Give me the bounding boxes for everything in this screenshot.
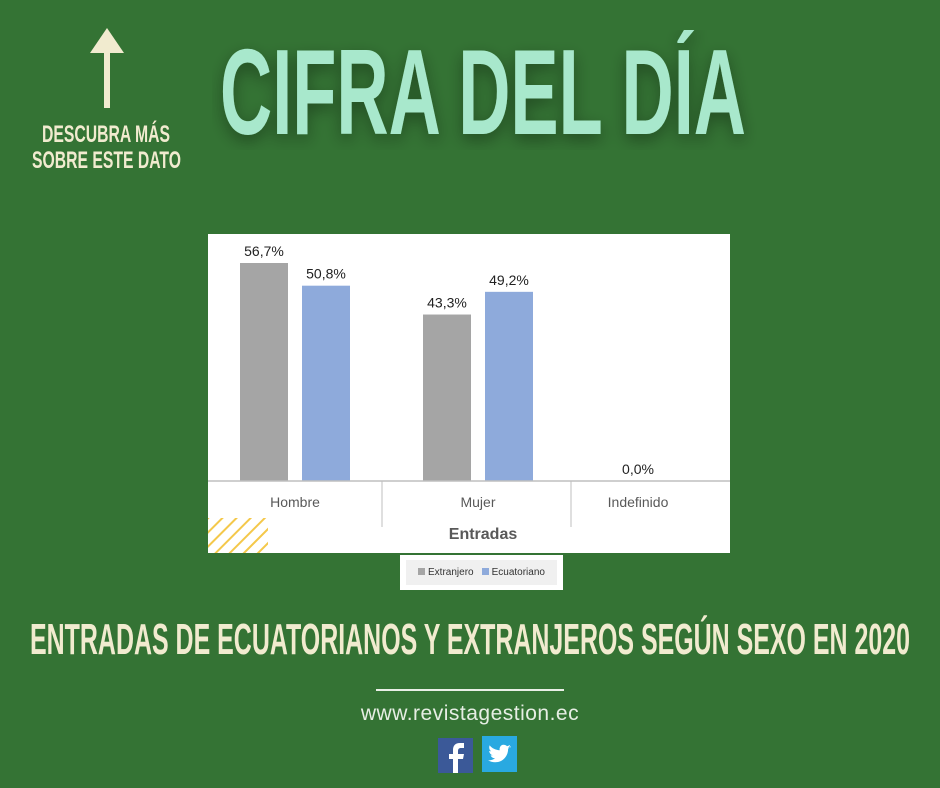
hatch-decoration xyxy=(208,518,268,553)
data-label: 0,0% xyxy=(622,461,654,477)
data-label: 56,7% xyxy=(244,243,284,259)
data-label: 49,2% xyxy=(489,272,529,288)
data-label: 43,3% xyxy=(427,295,467,311)
bar-extranjero-hombre xyxy=(240,263,288,481)
cta-text[interactable]: DESCUBRA MÁS SOBRE ESTE DATO xyxy=(28,118,188,176)
data-label: 50,8% xyxy=(306,266,346,282)
legend-item-ecuatoriano: Ecuatoriano xyxy=(481,567,545,578)
chart-subtitle: ENTRADAS DE ECUATORIANOS Y EXTRANJEROS S… xyxy=(30,614,910,662)
chart-subtitle-wrap: ENTRADAS DE ECUATORIANOS Y EXTRANJEROS S… xyxy=(30,614,910,662)
x-axis-title: Entradas xyxy=(449,526,518,543)
chart-legend: Extranjero Ecuatoriano xyxy=(400,555,563,590)
arrow-up-icon xyxy=(90,28,124,108)
twitter-icon[interactable] xyxy=(482,736,517,772)
cta-line-1[interactable]: DESCUBRA MÁS xyxy=(42,120,170,148)
divider xyxy=(376,689,564,691)
category-label: Mujer xyxy=(460,494,495,510)
page-title-wrap: CIFRA DEL DÍA xyxy=(220,30,746,150)
bar-chart: 56,7% 50,8% 43,3% 49,2% 0,0% Hombre Mujer Inde… xyxy=(208,243,730,553)
category-label: Hombre xyxy=(270,494,320,510)
chart-area: 56,7% 50,8% 43,3% 49,2% 0,0% Hombre Mujer Inde… xyxy=(208,234,730,553)
legend-item-extranjero: Extranjero xyxy=(418,567,474,578)
cta-line-2[interactable]: SOBRE ESTE DATO xyxy=(32,147,181,174)
website-link[interactable]: www.revistagestion.ec xyxy=(360,702,580,725)
bar-extranjero-mujer xyxy=(423,314,471,481)
bar-ecuatoriano-mujer xyxy=(485,291,533,481)
legend-swatch xyxy=(418,568,426,575)
bar-ecuatoriano-hombre xyxy=(302,285,350,481)
facebook-icon[interactable] xyxy=(438,738,473,773)
page-title: CIFRA DEL DÍA xyxy=(220,30,746,150)
legend-swatch xyxy=(481,568,489,575)
category-label: Indefinido xyxy=(608,494,669,510)
